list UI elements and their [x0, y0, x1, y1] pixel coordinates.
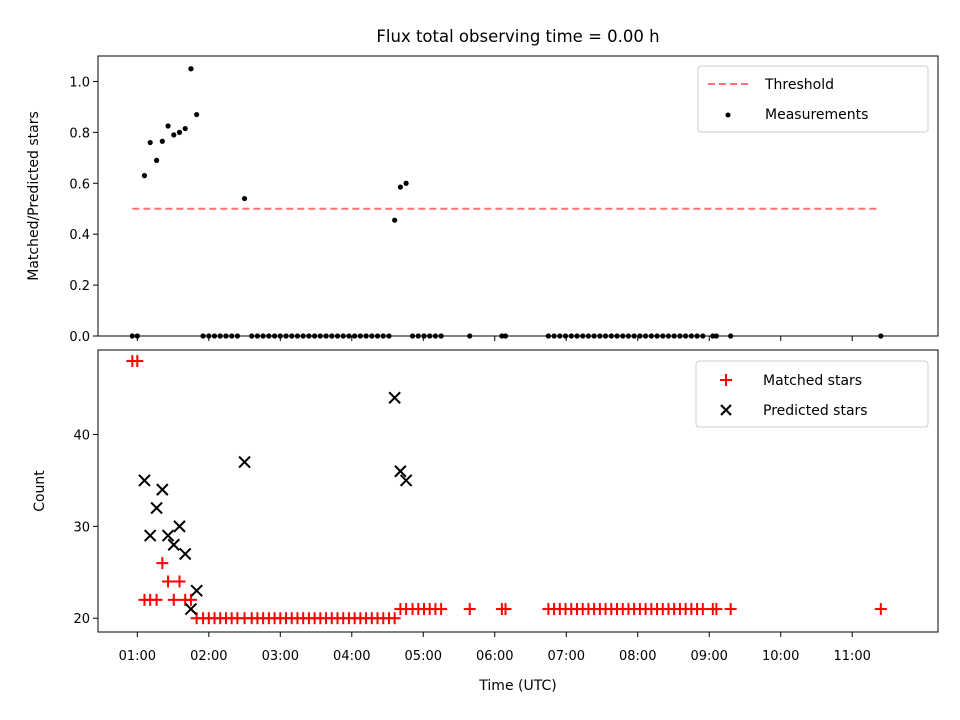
measurements-legend-swatch — [725, 112, 731, 118]
ratio-y-tick-label: 0.6 — [69, 177, 90, 192]
measurement-point — [154, 157, 160, 163]
matched-star-marker — [167, 593, 180, 606]
measurement-point — [392, 217, 398, 223]
measurement-point — [241, 195, 248, 202]
predicted-star-marker — [173, 520, 186, 533]
ratio-y-tick-label: 0.8 — [69, 126, 90, 141]
count-x-ticks: 01:00 02:00 03:00 04:00 05:00 06:00 07:00 08:00… — [119, 632, 871, 664]
ratio-y-tick-label: 1.0 — [69, 75, 90, 90]
predicted-legend-swatch — [720, 404, 732, 416]
count-legend: Matched stars Predicted stars — [695, 360, 929, 428]
x-tick-label: 05:00 — [405, 649, 442, 664]
predicted-star-marker — [167, 538, 180, 551]
measurement-point — [194, 111, 200, 118]
predicted-star-marker — [184, 602, 198, 616]
measurement-point — [159, 138, 165, 144]
matched-star-marker — [173, 575, 186, 588]
x-tick-label: 07:00 — [548, 649, 585, 664]
x-tick-label: 03:00 — [262, 649, 299, 664]
measurement-point — [188, 66, 194, 72]
ratio-y-tick-label: 0.2 — [69, 279, 90, 294]
measurement-point — [141, 173, 148, 179]
count-y-axis-label: Count — [32, 470, 48, 512]
x-tick-label: 11:00 — [833, 649, 870, 664]
x-tick-label: 06:00 — [476, 649, 513, 664]
count-y-tick-label: 30 — [73, 520, 90, 535]
measurement-point — [397, 184, 403, 190]
ratio-y-tick-label: 0.0 — [69, 330, 90, 345]
matched-star-marker — [696, 603, 709, 616]
measurement-point — [165, 123, 171, 129]
ratio-x-ticks — [136, 336, 853, 341]
x-tick-label: 09:00 — [690, 649, 727, 664]
predicted-star-marker — [394, 465, 407, 478]
predicted-star-marker — [399, 474, 413, 487]
x-axis-label: Time (UTC) — [478, 678, 556, 694]
predicted-star-marker — [190, 584, 203, 597]
count-marks — [126, 355, 887, 625]
matched-star-marker — [463, 603, 476, 616]
count-panel: 20 30 40 01:00 02:00 03:00 04:00 05:00 06:00 07:… — [32, 349, 939, 694]
matched-star-marker — [435, 603, 448, 616]
matched-star-marker — [499, 603, 512, 616]
matched-star-marker — [724, 603, 737, 616]
ratio-legend: Threshold Measurements — [697, 65, 929, 133]
predicted-star-marker — [238, 455, 251, 469]
ratio-panel: 0.0 0.2 0.4 0.6 0.8 1.0 Matched/Predicted sta… — [26, 55, 939, 345]
ratio-y-ticks: 0.0 0.2 0.4 0.6 0.8 1.0 — [69, 75, 98, 345]
predicted-star-marker — [150, 501, 163, 515]
x-tick-label: 01:00 — [119, 649, 156, 664]
measurement-point — [176, 129, 183, 135]
matched-star-marker — [162, 575, 175, 588]
chart-title: Flux total observing time = 0.00 h — [376, 27, 659, 46]
predicted-star-marker — [388, 391, 401, 404]
x-tick-label: 10:00 — [762, 649, 799, 664]
ratio-y-tick-label: 0.4 — [69, 228, 90, 243]
measurements-legend-label: Measurements — [765, 107, 868, 123]
predicted-star-marker — [161, 529, 175, 542]
matched-star-marker — [710, 603, 723, 616]
measurement-point — [182, 125, 188, 132]
matched-legend-swatch — [720, 374, 732, 386]
ratio-plot-frame — [97, 55, 939, 337]
matched-star-marker — [150, 593, 163, 606]
matched-star-marker — [874, 603, 887, 616]
matched-star-marker — [131, 355, 144, 368]
x-tick-label: 04:00 — [333, 649, 370, 664]
predicted-star-marker — [156, 483, 169, 496]
measurement-point — [171, 132, 177, 138]
count-plot-frame — [97, 349, 939, 633]
predicted-star-marker — [179, 547, 192, 561]
predicted-star-marker — [138, 474, 151, 487]
x-tick-label: 08:00 — [619, 649, 656, 664]
count-y-ticks: 20 30 40 — [73, 429, 98, 627]
predicted-legend-label: Predicted stars — [763, 403, 868, 419]
x-tick-label: 02:00 — [190, 649, 227, 664]
matched-legend-label: Matched stars — [763, 373, 862, 389]
ratio-y-axis-label: Matched/Predicted stars — [26, 111, 42, 281]
matched-star-marker — [388, 612, 401, 625]
count-y-tick-label: 40 — [73, 429, 90, 444]
measurement-point — [403, 180, 409, 186]
count-legend-frame — [695, 360, 929, 428]
ratio-legend-frame — [697, 65, 929, 133]
matched-star-marker — [156, 557, 169, 570]
count-y-tick-label: 20 — [73, 612, 90, 627]
threshold-legend-label: Threshold — [764, 77, 834, 93]
measurement-point — [147, 139, 153, 146]
predicted-star-marker — [143, 529, 157, 542]
